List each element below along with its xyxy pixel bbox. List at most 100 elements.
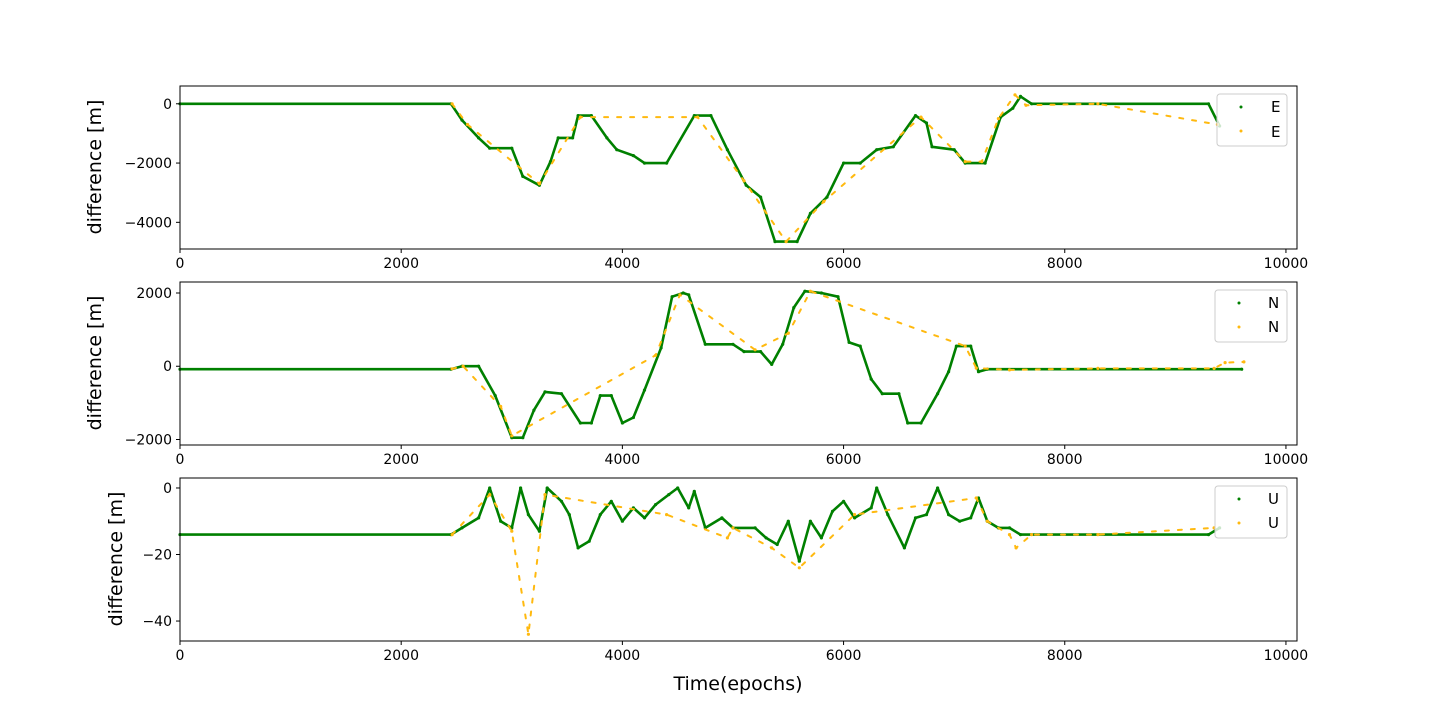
series-1-point	[676, 486, 680, 490]
series-2-point	[1007, 533, 1012, 537]
series-1-point	[1240, 367, 1244, 371]
series-2-point	[450, 102, 454, 106]
series-1-point	[803, 289, 807, 293]
series-1-point	[521, 174, 525, 178]
series-1-point	[725, 148, 730, 152]
series-1-point	[808, 519, 813, 523]
series-1-point	[869, 506, 873, 510]
series-2-point	[784, 240, 788, 244]
series-2-point	[1030, 533, 1034, 537]
series-1-point	[753, 526, 757, 530]
series-2-point	[537, 182, 542, 186]
series-1-point	[954, 344, 959, 348]
series-1-point	[842, 161, 846, 165]
series-1-point	[1018, 94, 1023, 98]
series-2-point	[980, 160, 984, 164]
series-1-point	[571, 136, 575, 140]
series-1-point	[543, 390, 547, 394]
series-1-point	[654, 503, 658, 507]
series-1-point	[537, 529, 542, 533]
series-1-point	[825, 195, 829, 199]
series-1-point	[576, 114, 580, 118]
series-1-point	[924, 513, 929, 517]
series-1-point	[576, 546, 580, 550]
series-2-point	[465, 122, 470, 127]
series-1-point	[556, 136, 560, 140]
series-1-point	[720, 516, 724, 520]
series-1-point	[1007, 526, 1012, 530]
series-2-point	[510, 434, 514, 438]
series-1-point	[545, 486, 549, 490]
series-1-point	[578, 421, 583, 425]
legend-label-series-1: U	[1268, 490, 1279, 508]
y-tick-label: −20	[142, 548, 172, 564]
series-2-point	[526, 632, 531, 636]
series-1-point	[665, 161, 669, 165]
series-1-point	[906, 421, 910, 425]
series-2-point	[797, 566, 801, 570]
legend-marker-series-1	[1239, 105, 1243, 109]
series-1-point	[667, 493, 671, 497]
x-tick-label: 0	[176, 648, 185, 664]
y-tick-label: 2000	[136, 286, 172, 302]
series-1-point	[1206, 102, 1211, 106]
series-1-point	[759, 350, 763, 354]
series-1-point	[875, 148, 879, 152]
series-1-point	[615, 148, 619, 152]
series-2-point	[1014, 546, 1018, 550]
series-1-point	[969, 516, 973, 520]
series-1-point	[742, 350, 746, 354]
series-1-point	[548, 160, 553, 164]
x-axis-label: Time(epochs)	[672, 673, 802, 695]
series-2-point	[510, 529, 514, 533]
x-tick-label: 6000	[826, 648, 862, 664]
series-1-point	[609, 499, 613, 503]
series-1-point	[519, 486, 523, 490]
series-2-point	[753, 348, 757, 352]
series-1-point	[589, 421, 594, 425]
series-2-line	[451, 290, 1245, 437]
series-1-point	[858, 344, 862, 348]
panel-east-frame	[179, 85, 1298, 250]
series-1-point	[775, 542, 779, 547]
panel-up: 0 2000 4000 6000 8000 10000 0 −20 −40 difference…	[105, 477, 1308, 664]
series-1-point	[642, 388, 647, 392]
series-2-point	[770, 546, 774, 550]
series-1-point	[670, 295, 674, 299]
series-1-point	[902, 546, 907, 550]
series-2-point	[822, 200, 826, 204]
series-2-point	[786, 331, 790, 335]
series-1-point	[930, 145, 934, 149]
y-tick-label: −2000	[125, 156, 172, 172]
series-1-point	[808, 211, 813, 215]
series-2-point	[1096, 533, 1100, 537]
series-1-point	[875, 486, 879, 490]
series-1-point	[631, 154, 636, 158]
series-2-point	[499, 404, 503, 409]
series-1-point	[795, 240, 799, 244]
series-1-point	[692, 489, 696, 493]
series-1-point	[687, 293, 691, 297]
legend-marker-series-2	[1237, 521, 1241, 525]
legend-marker-series-2	[1237, 325, 1241, 329]
x-tick-label: 8000	[1047, 256, 1083, 272]
legend-label-series-2: U	[1268, 514, 1279, 532]
x-tick-label: 0	[176, 452, 185, 468]
panel-east-axes: 0 2000 4000 6000 8000 10000 0 −2000 −4000	[125, 97, 1309, 272]
x-tick-label: 2000	[383, 648, 419, 664]
legend-box	[1216, 93, 1288, 147]
legend-label-series-2: E	[1271, 123, 1280, 141]
series-1-point	[709, 114, 713, 118]
series-1-point	[976, 370, 981, 374]
series-1-point	[499, 519, 503, 523]
series-1-point	[891, 145, 895, 149]
series-1-point	[703, 342, 707, 346]
series-2-point	[919, 115, 923, 119]
series-2-point	[731, 526, 735, 530]
series-1-point	[460, 526, 464, 530]
series-1-point	[836, 295, 840, 299]
series-1-point	[744, 183, 748, 187]
series-2-point	[696, 115, 700, 119]
